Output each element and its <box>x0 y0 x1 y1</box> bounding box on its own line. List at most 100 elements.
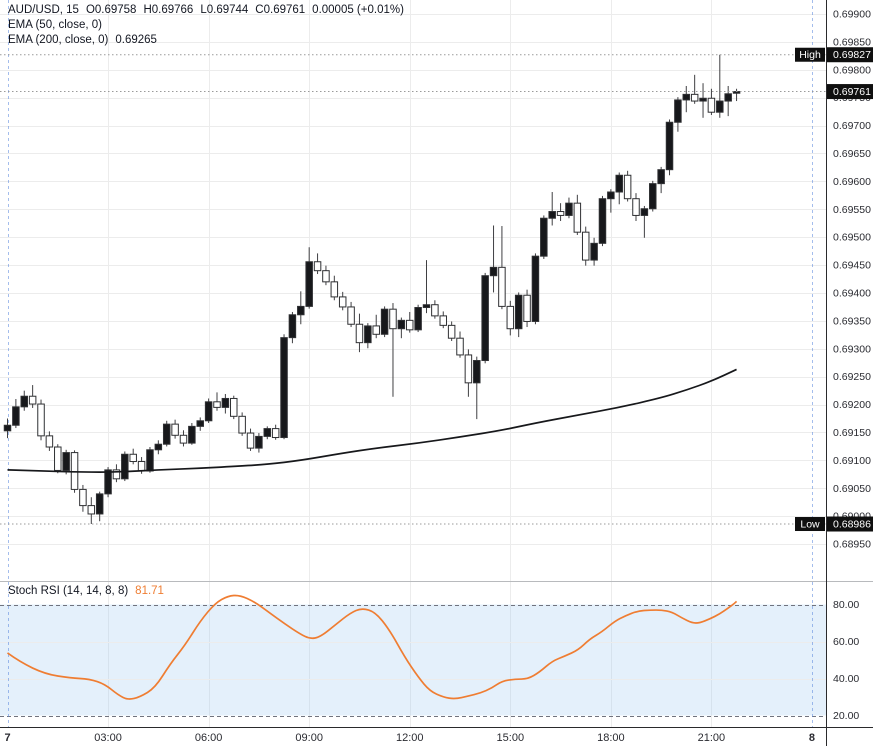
svg-text:0.69761: 0.69761 <box>833 86 871 98</box>
candle-up <box>481 275 489 362</box>
candle-down <box>690 93 699 102</box>
ema200-legend[interactable]: EMA (200, close, 0) 0.69265 <box>8 34 157 46</box>
low-price-badge: 0.68986 <box>827 516 873 532</box>
stoch-rsi-legend[interactable]: Stoch RSI (14, 14, 8, 8) 81.71 <box>8 585 164 597</box>
price-axis-label: 0.68950 <box>833 539 871 551</box>
candle-up <box>598 198 607 244</box>
stoch-axis-label: 40.00 <box>833 673 859 685</box>
ohlc-close: C0.69761 <box>255 4 306 16</box>
ema200-line <box>7 368 737 473</box>
candle-down <box>330 281 339 298</box>
candle-down <box>87 505 96 515</box>
price-axis-label: 0.69150 <box>833 427 871 439</box>
stoch-axis-label: 20.00 <box>833 710 859 722</box>
stoch-rsi-pane <box>0 604 826 717</box>
candle-up <box>590 242 598 261</box>
candle-up <box>397 319 406 330</box>
price-axis-label: 0.69400 <box>833 288 871 300</box>
price-axis[interactable]: 0.699000.698500.698000.697500.697000.696… <box>833 9 871 723</box>
ohlc-open: O0.69758 <box>85 4 137 16</box>
candles-layer <box>3 54 741 525</box>
candle-down <box>271 428 280 439</box>
stoch-rsi-label: Stoch RSI (14, 14, 8, 8) <box>8 585 129 597</box>
candle-down <box>431 304 439 317</box>
candle-up <box>414 307 422 331</box>
price-axis-label: 0.69200 <box>833 399 871 411</box>
candle-up <box>649 183 657 210</box>
candle-up <box>531 255 540 322</box>
price-axis-label: 0.69250 <box>833 371 871 383</box>
candle-down <box>246 432 255 449</box>
time-axis-label: 8 <box>809 732 815 744</box>
price-axis-label: 0.69300 <box>833 343 871 355</box>
price-axis-label: 0.69350 <box>833 315 871 327</box>
candle-up <box>154 443 163 451</box>
candle-down <box>129 453 137 463</box>
price-axis-label: 0.69450 <box>833 260 871 272</box>
candle-up <box>489 266 498 277</box>
candle-down <box>498 266 506 307</box>
time-axis-label: 18:00 <box>597 732 625 744</box>
candle-up <box>473 360 481 384</box>
candle-up <box>305 261 313 307</box>
ema200-label: EMA (200, close, 0) <box>8 34 109 46</box>
price-axis-label: 0.69900 <box>833 9 871 21</box>
price-axis-label: 0.69600 <box>833 176 871 188</box>
candle-down <box>464 354 473 384</box>
candle-up <box>121 453 129 480</box>
time-axis-label: 06:00 <box>195 732 223 744</box>
candle-up <box>364 325 372 344</box>
candle-up <box>297 305 305 316</box>
candle-down <box>54 446 62 471</box>
stoch-axis-label: 80.00 <box>833 599 859 611</box>
candle-down <box>28 395 37 405</box>
ema50-label: EMA (50, close, 0) <box>8 19 102 31</box>
candle-up <box>682 93 691 101</box>
candle-up <box>188 425 196 444</box>
candle-down <box>338 296 347 308</box>
candle-up <box>716 100 724 113</box>
candle-down <box>523 294 531 322</box>
candle-up <box>104 469 112 495</box>
ema50-legend[interactable]: EMA (50, close, 0) <box>8 19 102 31</box>
candle-down <box>238 415 246 434</box>
symbol-legend[interactable]: AUD/USD, 15 O0.69758 H0.69766 L0.69744 C… <box>8 4 404 16</box>
candle-up <box>204 401 213 422</box>
candle-down <box>506 305 515 330</box>
candle-up <box>699 97 707 102</box>
candle-down <box>137 461 146 472</box>
candle-down <box>405 319 414 331</box>
time-axis-label: 21:00 <box>698 732 726 744</box>
time-axis-label: 15:00 <box>497 732 525 744</box>
candle-down <box>447 324 456 339</box>
candle-up <box>221 397 230 408</box>
high-label-badge: High <box>795 47 825 62</box>
time-axis[interactable]: 7 03:00 06:00 09:00 12:00 15:00 18:00 21:00 8 <box>4 732 815 744</box>
candle-down <box>573 202 582 233</box>
candle-down <box>45 435 54 448</box>
svg-text:0.69827: 0.69827 <box>833 49 871 61</box>
candle-down <box>171 423 179 436</box>
candle-down <box>581 231 590 261</box>
svg-text:Low: Low <box>800 519 820 531</box>
price-axis-label: 0.69700 <box>833 120 871 132</box>
candle-down <box>456 337 464 356</box>
candle-down <box>623 174 632 200</box>
candle-down <box>347 306 355 325</box>
candle-up <box>263 428 272 437</box>
candle-up <box>514 294 523 330</box>
candle-up <box>540 217 548 257</box>
low-label-badge: Low <box>795 517 825 532</box>
candle-down <box>389 308 397 330</box>
candle-up <box>146 449 154 472</box>
price-axis-label: 0.69500 <box>833 232 871 244</box>
candle-down <box>556 211 565 216</box>
ohlc-high: H0.69766 <box>143 4 194 16</box>
candle-up <box>280 337 288 439</box>
candle-down <box>439 315 448 326</box>
candle-down <box>313 261 322 272</box>
candle-up <box>3 424 12 432</box>
candle-up <box>12 406 20 426</box>
candle-up <box>62 452 70 471</box>
